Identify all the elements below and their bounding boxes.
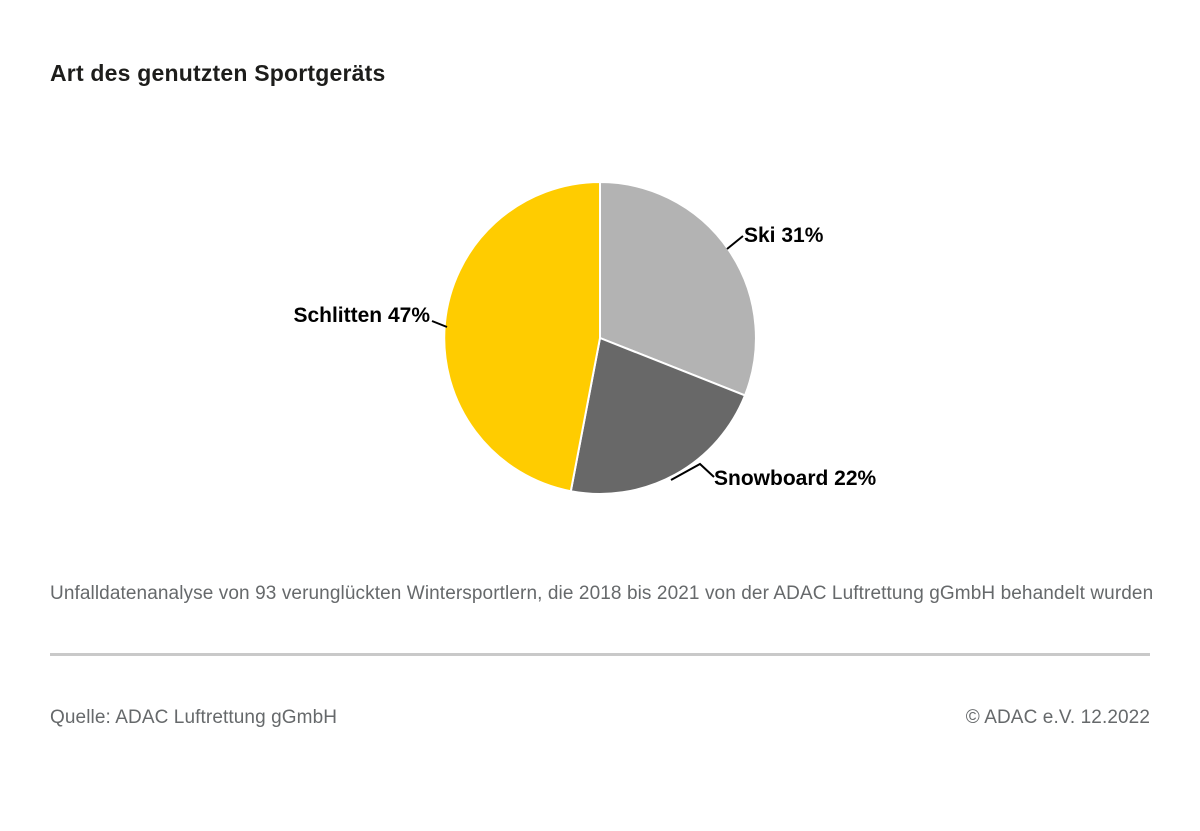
pie-leader-schlitten [431, 320, 448, 328]
pie-label-schlitten: Schlitten 47% [293, 304, 430, 327]
pie-slice-schlitten [443, 181, 601, 493]
pie-leader-ski [726, 235, 744, 250]
pie-label-snowboard: Snowboard 22% [714, 467, 877, 490]
caption-text: Unfalldatenanalyse von 93 verunglückten … [50, 583, 1154, 604]
pie-slice-ski [599, 181, 757, 397]
footer-source: Quelle: ADAC Luftrettung gGmbH [50, 707, 338, 728]
footer-copyright: © ADAC e.V. 12.2022 [965, 707, 1150, 728]
pie-label-ski: Ski 31% [744, 224, 824, 247]
pie-slice-snowboard [569, 337, 746, 495]
divider-line [50, 653, 1150, 656]
page-title: Art des genutzten Sportgeräts [50, 60, 386, 86]
pie-leader-snowboard [670, 462, 715, 481]
